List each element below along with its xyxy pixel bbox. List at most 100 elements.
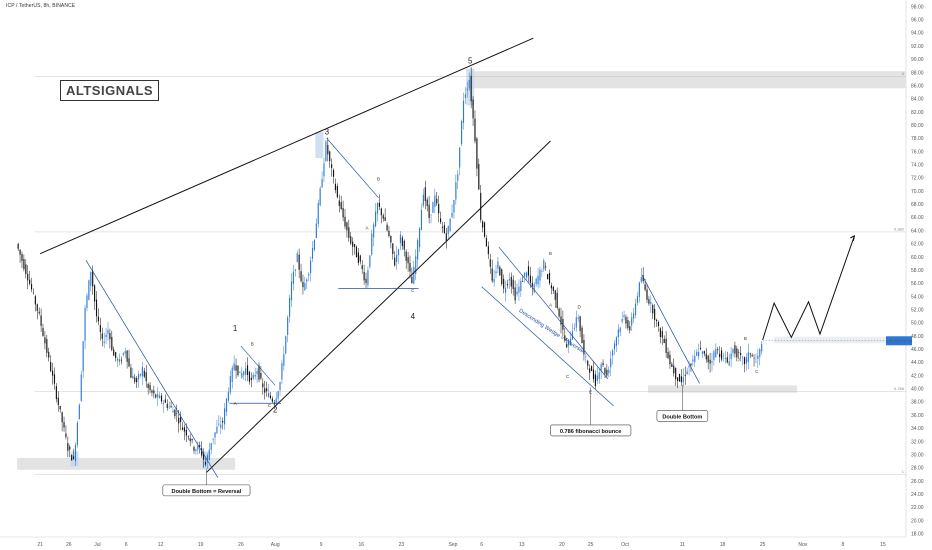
candle-body [388,230,390,236]
x-tick-label: Aug [271,542,280,548]
candle-body [99,325,101,333]
candle-body [350,236,352,244]
y-tick-label: 52.00 [911,307,924,313]
candle-body [239,371,241,373]
candle-body [663,338,665,344]
candle-body [703,351,705,354]
x-tick-label: Nov [798,542,807,548]
candle-body [48,351,50,358]
y-tick-label: 46.00 [911,347,924,353]
candle-body [625,316,627,324]
candle-body [424,187,426,201]
candle-body [237,365,239,376]
candle-body [224,408,226,425]
candle-body [147,383,149,389]
candle-body [417,240,419,260]
candle-body [329,151,331,162]
x-tick-label: 23 [399,542,405,548]
candle-body [453,199,455,213]
candle-body [755,362,757,363]
candle-body [592,369,595,380]
candle-body [151,390,153,393]
candle-body [600,364,602,371]
candle-body [61,412,63,423]
candle-body [464,94,466,98]
candle-body [319,188,321,206]
wave-label: 1 [233,324,238,333]
symbol-title[interactable]: ICP / TetherUS, 8h, BINANCE [6,3,76,9]
candle-body [323,163,325,177]
candle-body [197,445,199,450]
candle-body [508,279,510,281]
candle-body [459,147,461,168]
abc-label: B [251,341,254,346]
y-tick-label: 42.00 [911,373,924,379]
candle-body [231,367,233,383]
candle-body [50,362,52,372]
y-tick-label: 58.00 [911,268,924,274]
candle-body [80,374,82,401]
candle-body [495,271,497,274]
candle-body [113,349,115,356]
candle-body [176,413,178,415]
candle-body [623,315,625,317]
candle-body [533,284,535,293]
candle-body [298,254,300,270]
x-tick-label: Oct [621,542,629,548]
candle-body [29,279,31,284]
candle-body [541,270,543,272]
candle-body [53,374,56,384]
x-tick-label: 6 [125,542,128,548]
x-tick-label: 25 [760,542,766,548]
y-tick-label: 98.00 [911,4,924,10]
candle-body [516,291,518,295]
candle-body [493,278,495,283]
candle-body [696,351,698,356]
y-tick-label: 50.00 [911,321,924,327]
candle-body [82,341,84,372]
candle-body [535,278,537,284]
y-tick-label: 30.00 [911,452,924,458]
candle-body [644,284,646,290]
candle-body [476,138,478,169]
candle-body [615,337,617,346]
wedge-upper-line [498,246,609,380]
candle-body [680,376,682,383]
candle-body [107,329,109,334]
candle-body [245,368,247,375]
candle-body [480,192,482,220]
candle-body [212,438,214,440]
candle-body [686,371,688,375]
x-tick-label: 6 [480,542,483,548]
candle-body [543,260,545,270]
candle-body [420,209,423,231]
candle-body [428,204,430,219]
candle-body [260,372,262,379]
y-tick-label: 74.00 [911,163,924,169]
candle-body [761,343,763,352]
y-tick-label: 26.00 [911,479,924,485]
candle-body [264,388,266,393]
candle-body [25,264,27,274]
candle-body [487,246,489,255]
candle-body [732,348,734,354]
candle-body [738,352,740,353]
candle-body [371,233,373,255]
candle-body [482,221,484,228]
candle-body [243,371,245,376]
candle-body [606,369,608,376]
candle-body [57,397,59,405]
candle-body [401,237,403,246]
candle-body [445,233,447,242]
candle-body [397,249,400,256]
x-tick-label: 25 [588,542,594,548]
candle-body [426,199,428,206]
wave-label: 4 [411,312,416,321]
candle-body [633,313,635,319]
candle-body [332,169,335,177]
candle-body [386,224,388,231]
candle-body [214,432,216,438]
candle-body [159,395,161,398]
wave5-highlight [466,68,475,106]
